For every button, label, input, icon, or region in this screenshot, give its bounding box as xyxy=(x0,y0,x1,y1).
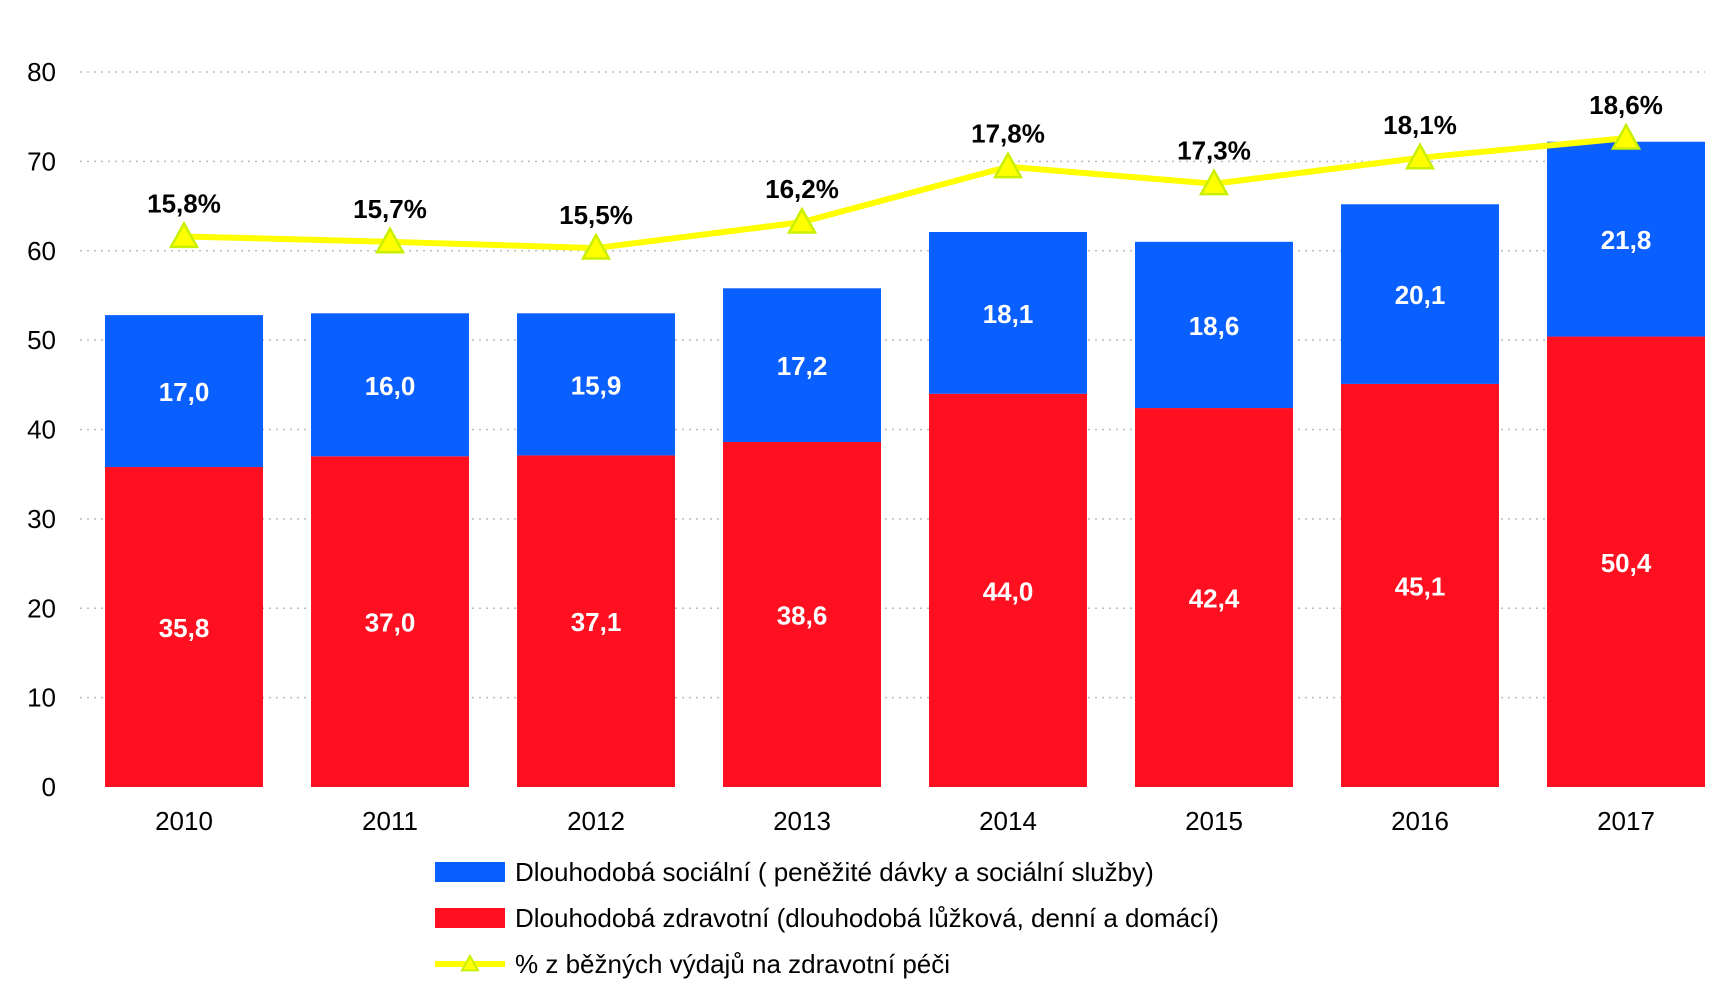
bar-social xyxy=(929,231,1087,394)
bar-health xyxy=(1547,336,1705,787)
bar-value-label: 18,6 xyxy=(1189,311,1240,341)
bar-value-label: 44,0 xyxy=(983,576,1034,606)
bar-value-label: 20,1 xyxy=(1395,280,1446,310)
legend-label: Dlouhodobá zdravotní (dlouhodobá lůžková… xyxy=(515,903,1219,933)
y-tick-label: 40 xyxy=(27,415,56,445)
x-tick-label: 2016 xyxy=(1391,806,1449,836)
bar-value-label: 42,4 xyxy=(1189,584,1240,614)
y-tick-label: 10 xyxy=(27,683,56,713)
bar-health xyxy=(105,467,263,787)
bar-value-label: 45,1 xyxy=(1395,571,1446,601)
x-tick-label: 2013 xyxy=(773,806,831,836)
x-tick-label: 2011 xyxy=(362,806,418,836)
bar-value-label: 18,1 xyxy=(983,299,1034,329)
percentage-label: 17,3% xyxy=(1177,136,1251,166)
y-tick-label: 0 xyxy=(42,772,56,802)
percentage-label: 15,5% xyxy=(559,200,633,230)
bar-value-label: 37,0 xyxy=(365,608,416,638)
legend-label: % z běžných výdajů na zdravotní péči xyxy=(515,949,950,979)
percentage-marker xyxy=(1610,122,1642,150)
bar-value-label: 17,2 xyxy=(777,351,828,381)
y-tick-label: 60 xyxy=(27,236,56,266)
percentage-marker xyxy=(786,206,818,234)
bar-social xyxy=(517,313,675,456)
bar-health xyxy=(311,456,469,787)
bar-health xyxy=(1341,383,1499,787)
bar-value-label: 37,1 xyxy=(571,607,622,637)
bar-health xyxy=(517,455,675,787)
bar-social xyxy=(311,313,469,457)
bar-value-label: 38,6 xyxy=(777,601,828,631)
legend: Dlouhodobá sociální ( peněžité dávky a s… xyxy=(435,857,1219,979)
y-tick-label: 70 xyxy=(27,146,56,176)
x-tick-label: 2017 xyxy=(1597,806,1655,836)
legend-swatch xyxy=(435,908,505,928)
legend-label: Dlouhodobá sociální ( peněžité dávky a s… xyxy=(515,857,1154,887)
x-axis-ticks: 2010 2011 2012 2013 2014 2015 2016 2017 xyxy=(155,806,1655,836)
percentage-marker xyxy=(580,232,612,260)
percentage-label: 18,6% xyxy=(1589,90,1663,120)
grid-lines xyxy=(80,71,1705,699)
bar-value-label: 17,0 xyxy=(159,377,210,407)
y-tick-label: 50 xyxy=(27,325,56,355)
percentage-marker xyxy=(1404,142,1436,170)
y-axis-ticks: 0 10 20 30 40 50 60 70 80 xyxy=(27,57,56,802)
bars xyxy=(105,141,1705,787)
bar-value-label: 15,9 xyxy=(571,370,622,400)
legend-swatch xyxy=(435,862,505,882)
percentage-label: 17,8% xyxy=(971,119,1045,149)
bar-social xyxy=(1341,204,1499,384)
x-tick-label: 2012 xyxy=(567,806,625,836)
percentage-label: 18,1% xyxy=(1383,110,1457,140)
x-tick-label: 2015 xyxy=(1185,806,1243,836)
y-tick-label: 30 xyxy=(27,504,56,534)
percentage-marker xyxy=(992,151,1024,179)
bar-value-label: 21,8 xyxy=(1601,225,1652,255)
bar-health xyxy=(929,393,1087,787)
bar-health xyxy=(723,442,881,787)
bar-social xyxy=(1547,141,1705,337)
bar-value-label: 16,0 xyxy=(365,371,416,401)
percentage-line: 15,8% 15,7% 15,5% 16,2% 17,8% 17,3% 18,1% 18,6% xyxy=(147,90,1663,260)
bar-social xyxy=(1135,241,1293,409)
percentage-marker xyxy=(168,220,200,249)
x-tick-label: 2010 xyxy=(155,806,213,836)
bar-health xyxy=(1135,408,1293,787)
percentage-marker xyxy=(1198,168,1230,196)
y-tick-label: 20 xyxy=(27,593,56,623)
legend-triangle-marker xyxy=(460,953,480,972)
percentage-label: 16,2% xyxy=(765,174,839,204)
percentage-label: 15,7% xyxy=(353,194,427,224)
y-tick-label: 80 xyxy=(27,57,56,87)
bar-labels: 35,8 37,0 37,1 38,6 44,0 42,4 45,1 50,4 17,0 16,0… xyxy=(159,225,1652,643)
bar-social xyxy=(105,315,263,468)
percentage-line-path xyxy=(183,135,1627,252)
x-tick-label: 2014 xyxy=(979,806,1037,836)
bar-value-label: 35,8 xyxy=(159,613,210,643)
percentage-marker xyxy=(374,226,406,254)
bar-value-label: 50,4 xyxy=(1601,548,1652,578)
bar-social xyxy=(723,288,881,443)
percentage-label: 15,8% xyxy=(147,188,221,218)
